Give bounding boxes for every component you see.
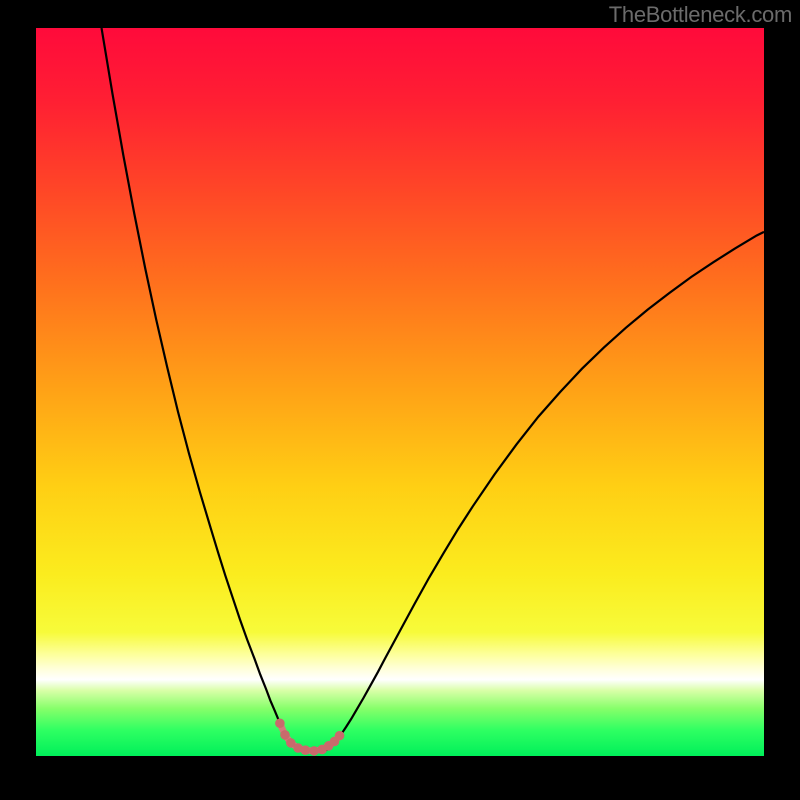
- gradient-background: [36, 28, 764, 756]
- marker-dot: [280, 730, 290, 740]
- watermark-text: TheBottleneck.com: [609, 2, 792, 28]
- marker-dot: [335, 731, 345, 741]
- marker-dot: [301, 745, 311, 755]
- plot-area: [36, 28, 764, 756]
- marker-dot: [275, 718, 285, 728]
- bottleneck-curve-chart: [36, 28, 764, 756]
- marker-dot: [309, 746, 319, 756]
- chart-frame: TheBottleneck.com: [0, 0, 800, 800]
